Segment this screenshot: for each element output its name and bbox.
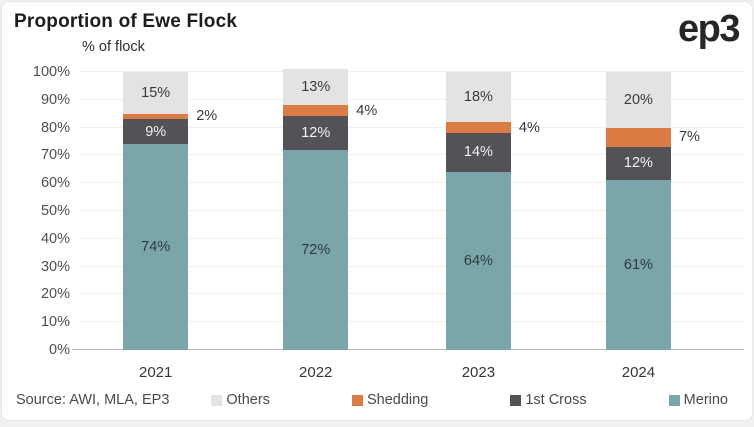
segment-value-label: 72%	[301, 241, 331, 258]
gridline	[80, 237, 744, 239]
bar-segment-shedding	[123, 113, 189, 120]
segment-value-label-outside: 4%	[518, 119, 540, 136]
legend-label: Others	[226, 392, 270, 408]
segment-value-label: 12%	[301, 124, 331, 141]
gridline	[80, 321, 744, 323]
legend-label: 1st Cross	[525, 392, 587, 408]
bar-segment-others: 20%	[605, 72, 671, 128]
legend-label: Shedding	[366, 392, 429, 408]
legend-swatch-icon	[668, 394, 680, 406]
segment-value-label: 15%	[141, 84, 171, 101]
bar-segment-shedding	[605, 127, 671, 148]
y-tick-label: 100%	[32, 64, 70, 80]
segment-value-label: 14%	[463, 144, 493, 161]
plot-area: 0% 10% 20% 30% 40% 50% 60% 70% 80% 90% 100% 74% 9% 2%…	[33, 64, 744, 381]
segment-value-label-outside: 2%	[196, 108, 218, 125]
legend-item-others: Others	[211, 392, 270, 408]
bar-segment-merino: 64%	[445, 172, 511, 350]
y-axis-title: % of flock	[82, 39, 145, 55]
x-category-label: 2021	[139, 364, 173, 381]
bar-segment-1st-cross: 12%	[605, 147, 671, 181]
y-tick-label: 70%	[40, 147, 70, 164]
segment-value-label: 13%	[301, 79, 331, 96]
segment-value-label: 20%	[623, 91, 653, 108]
legend-swatch-icon	[211, 394, 223, 406]
gridline	[80, 265, 744, 267]
bar-segment-merino: 74%	[123, 144, 189, 350]
x-category-label: 2023	[461, 364, 496, 381]
gridline	[80, 126, 744, 128]
segment-value-label: 64%	[463, 252, 493, 269]
bar-segment-1st-cross: 14%	[445, 133, 511, 173]
chart-footer: Source: AWI, MLA, EP3 Others Shedding 1st …	[16, 389, 728, 411]
y-tick-label: 30%	[40, 258, 70, 275]
segment-value-label-outside: 4%	[356, 102, 378, 119]
gridline	[80, 71, 744, 72]
x-category-label: 2024	[621, 364, 656, 381]
legend-swatch-icon	[510, 394, 522, 406]
x-category-label: 2022	[299, 364, 333, 381]
y-tick-label: 20%	[40, 286, 70, 303]
gridline	[80, 98, 744, 100]
gridline	[80, 210, 744, 211]
y-tick-label: 0%	[49, 342, 70, 358]
y-tick-label: 50%	[40, 203, 70, 219]
legend-label: Merino	[683, 392, 728, 408]
bar-segment-merino: 72%	[283, 149, 349, 350]
ep3-logo: ep3	[678, 8, 740, 50]
y-tick-label: 40%	[40, 230, 70, 247]
bar-segment-merino: 61%	[605, 180, 671, 350]
gridline	[80, 293, 744, 295]
segment-value-label: 74%	[141, 238, 171, 255]
y-tick-label: 80%	[40, 119, 70, 136]
segment-value-label: 9%	[145, 123, 167, 140]
legend-item-merino: Merino	[668, 392, 728, 408]
bar-segment-others: 18%	[445, 72, 511, 123]
segment-value-label: 12%	[623, 155, 653, 172]
y-tick-label: 60%	[40, 175, 70, 192]
bar-segment-shedding	[283, 105, 349, 117]
segment-value-label: 18%	[463, 88, 493, 105]
bar-segment-shedding	[445, 122, 511, 134]
bar-segment-others: 15%	[123, 72, 189, 114]
legend: Others Shedding 1st Cross Merino	[211, 392, 728, 408]
source-text: Source: AWI, MLA, EP3	[16, 392, 170, 408]
y-tick-label: 10%	[40, 314, 70, 331]
legend-item-shedding: Shedding	[351, 392, 429, 408]
legend-item-1st-cross: 1st Cross	[510, 392, 587, 408]
segment-value-label-outside: 7%	[678, 129, 700, 146]
x-axis-line	[72, 349, 744, 350]
y-tick-label: 90%	[40, 91, 70, 108]
gridline	[80, 182, 744, 184]
gridline	[80, 154, 744, 156]
bar-segment-1st-cross: 9%	[123, 119, 189, 145]
legend-swatch-icon	[351, 394, 363, 406]
bar-segment-1st-cross: 12%	[283, 116, 349, 150]
bar-segment-others: 13%	[283, 69, 349, 106]
segment-value-label: 61%	[623, 256, 653, 273]
chart-title: Proportion of Ewe Flock	[14, 11, 238, 32]
